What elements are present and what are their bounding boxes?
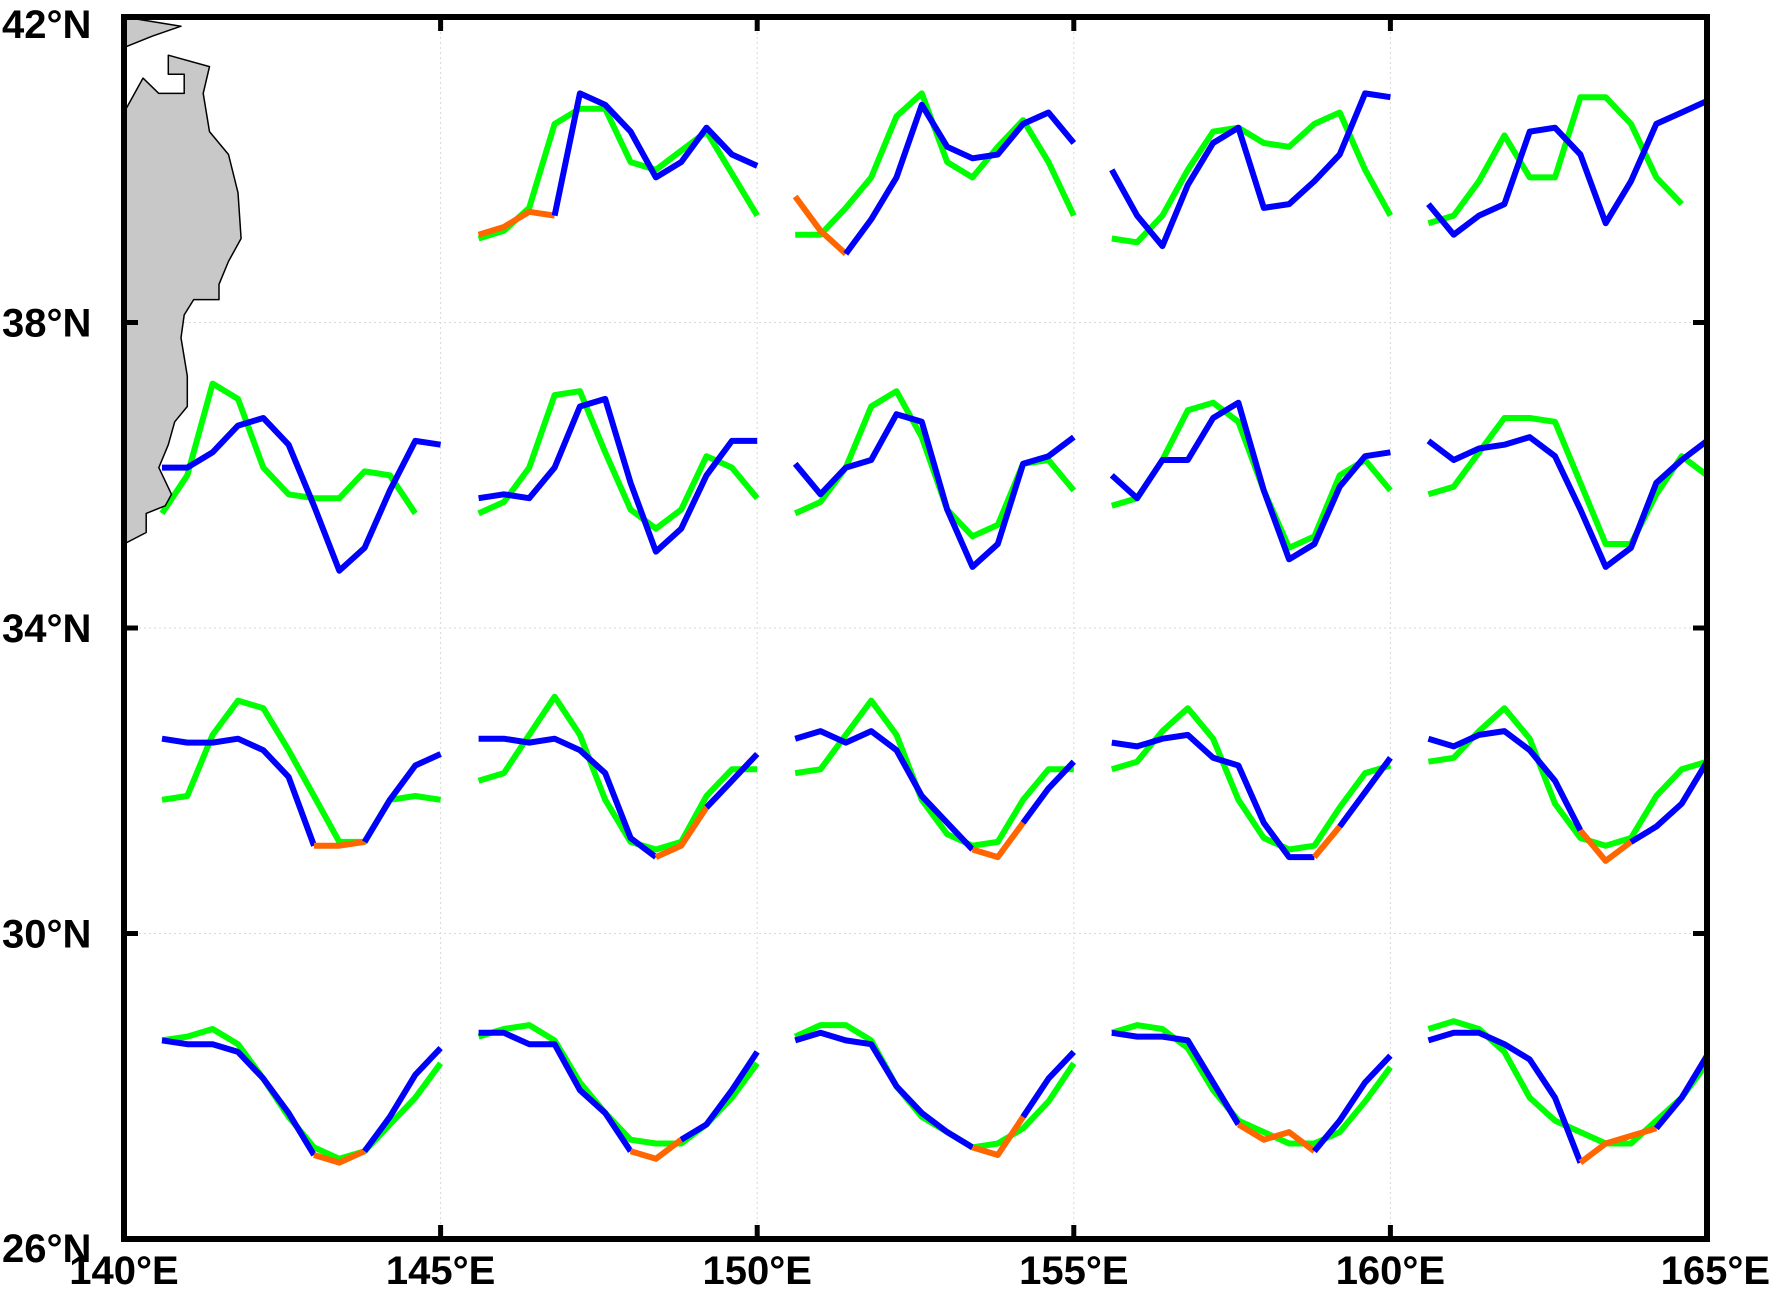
green-series-line xyxy=(1427,94,1684,227)
blue-series-line xyxy=(1109,90,1391,250)
japan-landmass xyxy=(124,17,242,545)
blue-series-line xyxy=(843,101,1077,256)
y-tick-label: 30°N xyxy=(2,913,91,957)
series-panel xyxy=(477,388,760,555)
series-panel xyxy=(1110,1022,1393,1154)
blue-series-line xyxy=(1426,434,1707,570)
series-panel xyxy=(792,388,1077,570)
series-panel xyxy=(1427,1018,1707,1165)
series-panel xyxy=(477,90,760,242)
series-panel xyxy=(161,697,442,849)
x-tick-label: 150°E xyxy=(702,1249,811,1292)
series-panel xyxy=(1110,705,1393,861)
blue-series-line xyxy=(1426,98,1707,238)
blue-series-line xyxy=(1427,1029,1584,1164)
blue-series-line xyxy=(551,90,759,217)
blue-series-line xyxy=(1109,399,1391,563)
landmass xyxy=(124,17,242,545)
orange-series-segment xyxy=(314,838,366,849)
blue-series-line xyxy=(679,1050,760,1143)
blue-series-line xyxy=(162,415,442,574)
x-tick-label: 165°E xyxy=(1661,1249,1770,1292)
green-series-line xyxy=(159,380,418,516)
blue-series-line xyxy=(1629,760,1707,845)
orange-series-segment xyxy=(629,1137,684,1162)
blue-series-line xyxy=(704,751,760,810)
y-tick-label: 38°N xyxy=(2,302,91,346)
blue-series-line xyxy=(478,395,758,555)
series-panel xyxy=(477,1022,760,1162)
x-tick-label: 140°E xyxy=(69,1249,178,1292)
series-panel xyxy=(1109,90,1394,250)
blue-series-line xyxy=(1020,1049,1076,1119)
series-panel xyxy=(159,380,442,574)
blue-series-line xyxy=(161,735,317,847)
series-panels xyxy=(159,90,1707,1166)
x-tick-label: 155°E xyxy=(1019,1249,1128,1292)
orange-series-segment xyxy=(1578,1125,1658,1165)
blue-series-line xyxy=(478,1029,634,1153)
series-panel xyxy=(477,693,760,860)
series-panel xyxy=(1426,415,1707,570)
orange-series-segment xyxy=(971,821,1026,861)
blue-series-line xyxy=(1111,731,1315,861)
series-panel xyxy=(1426,94,1707,238)
orange-series-segment xyxy=(1236,1121,1317,1154)
orange-series-segment xyxy=(1578,828,1633,864)
y-tick-label: 34°N xyxy=(2,607,91,651)
series-panel xyxy=(793,1022,1077,1158)
blue-series-line xyxy=(1111,1029,1241,1126)
blue-series-line xyxy=(362,1046,443,1153)
orange-series-segment xyxy=(654,805,710,860)
green-series-line xyxy=(1111,109,1394,246)
series-panel xyxy=(161,1026,444,1166)
green-series-line xyxy=(1427,415,1707,547)
orange-series-segment xyxy=(313,1148,366,1166)
orange-series-segment xyxy=(1312,824,1343,860)
x-tick-label: 160°E xyxy=(1336,1249,1445,1292)
orange-series-segment xyxy=(792,194,848,257)
series-panel xyxy=(794,697,1076,861)
blue-series-line xyxy=(478,735,658,860)
series-panel xyxy=(792,90,1077,257)
blue-series-line xyxy=(362,751,442,844)
y-tick-label: 26°N xyxy=(2,1227,91,1271)
green-series-line xyxy=(1110,705,1392,853)
orange-series-segment xyxy=(477,208,556,238)
blue-series-line xyxy=(794,1029,975,1150)
green-series-line xyxy=(477,388,760,532)
green-series-line xyxy=(1110,1022,1393,1147)
blue-series-line xyxy=(792,411,1076,570)
series-panel xyxy=(1427,705,1707,864)
blue-series-line xyxy=(1427,728,1584,832)
y-tick-label: 42°N xyxy=(2,3,91,47)
x-tick-label: 145°E xyxy=(386,1249,495,1292)
blue-series-line xyxy=(161,1037,317,1157)
blue-series-line xyxy=(1312,1053,1393,1154)
map-axes: 140°E 145°E 150°E 155°E 160°E 165°E 26°N 30°N 34… xyxy=(2,3,1770,1292)
blue-series-line xyxy=(1337,756,1393,829)
blue-series-line xyxy=(1020,759,1076,825)
series-panel xyxy=(1109,399,1393,563)
blue-series-line xyxy=(794,728,975,852)
blue-series-line xyxy=(1653,1054,1707,1131)
orange-series-segment xyxy=(971,1115,1026,1158)
